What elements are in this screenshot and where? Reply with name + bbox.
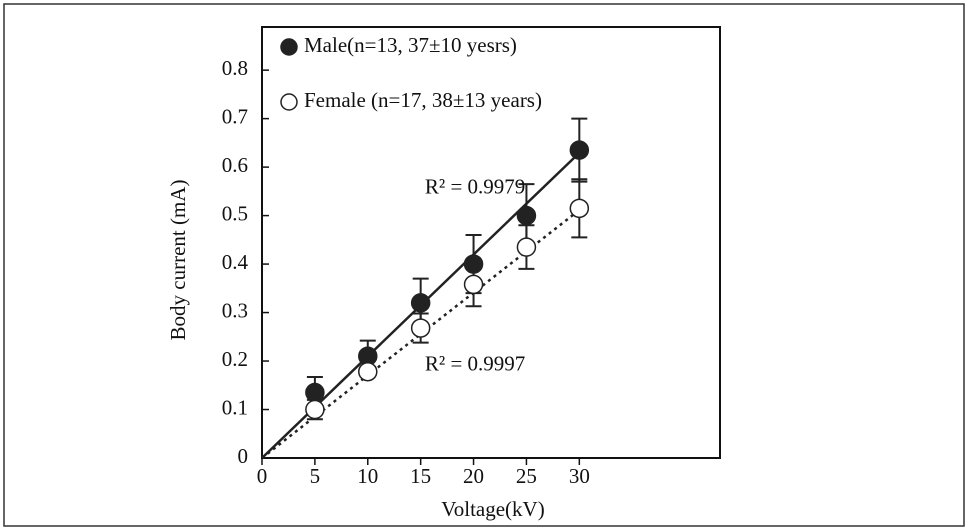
- plot-area: [261, 26, 721, 459]
- frame: [3, 3, 965, 527]
- annotation: R² = 0.9979: [425, 175, 525, 199]
- point: [305, 399, 325, 420]
- y-tick-label: 0.8: [222, 56, 248, 80]
- x-tick-label: 30: [569, 464, 590, 488]
- legend-label: Female (n=17, 38±13 years): [304, 88, 542, 112]
- legend-label: Male(n=13, 37±10 yesrs): [304, 33, 517, 57]
- y-tick-label: 0.3: [222, 298, 248, 322]
- y-tick-label: 0.4: [222, 250, 249, 274]
- x-axis-label: Voltage(kV): [441, 497, 544, 521]
- x-tick-label: 25: [516, 464, 537, 488]
- point: [516, 205, 537, 226]
- point: [463, 274, 484, 295]
- x-tick-label: 20: [463, 464, 484, 488]
- point: [410, 293, 431, 313]
- x-tick-label: 10: [357, 464, 378, 488]
- y-tick-label: 0.1: [222, 395, 248, 419]
- y-tick-label: 0.6: [222, 153, 248, 177]
- x-tick-label: 0: [257, 464, 268, 488]
- y-tick-label: 0.5: [222, 201, 248, 225]
- point: [569, 140, 590, 160]
- legend-marker: [280, 93, 298, 111]
- point: [569, 198, 590, 219]
- y-tick-label: 0.2: [222, 347, 248, 371]
- legend-marker: [280, 38, 298, 56]
- annotation: R² = 0.9997: [425, 352, 525, 376]
- y-tick-label: 0.7: [222, 104, 248, 128]
- x-tick-label: 15: [410, 464, 431, 488]
- point: [516, 237, 537, 257]
- y-tick-label: 0: [238, 444, 249, 468]
- point: [358, 361, 378, 382]
- x-tick-label: 5: [310, 464, 321, 488]
- y-axis-label: Body current (mA): [166, 180, 190, 341]
- point: [410, 318, 431, 338]
